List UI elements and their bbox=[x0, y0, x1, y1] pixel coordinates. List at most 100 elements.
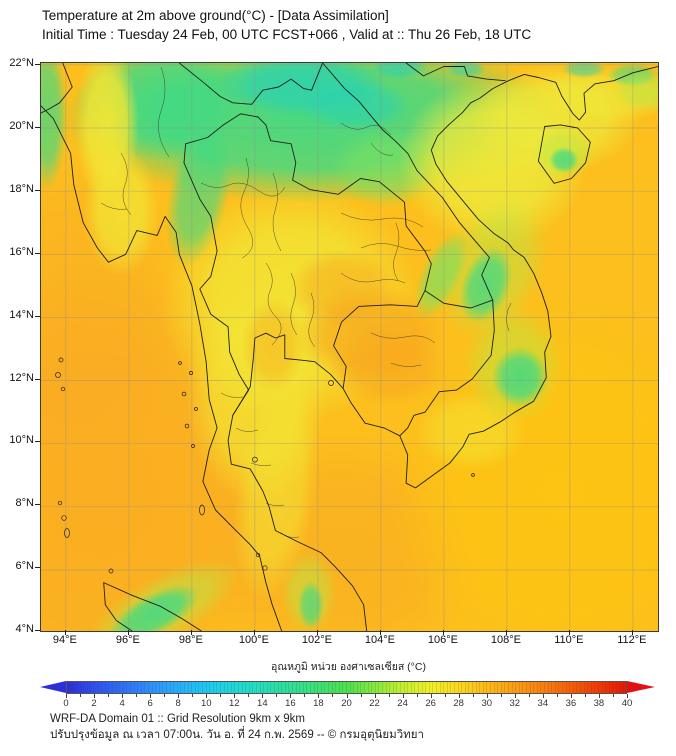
lon-tick-mark bbox=[190, 630, 192, 635]
colorbar-tick-mark bbox=[416, 694, 418, 697]
golden-triangle-border bbox=[183, 113, 259, 164]
colorbar-tick-mark bbox=[360, 694, 362, 697]
colorbar-tick-mark bbox=[627, 694, 628, 698]
lat-tick-label: 10°N bbox=[9, 434, 34, 447]
colorbar-tick-label: 20 bbox=[341, 698, 352, 709]
colorbar-tick-label: 18 bbox=[313, 698, 324, 709]
lon-tick-mark bbox=[631, 630, 633, 635]
china-vietnam-border bbox=[405, 63, 506, 82]
graticule-grid bbox=[41, 63, 658, 631]
lat-tick-label: 8°N bbox=[15, 497, 34, 510]
colorbar-tick-mark bbox=[262, 694, 264, 698]
colorbar-tick-label: 36 bbox=[565, 698, 577, 709]
lat-tick-label: 20°N bbox=[9, 119, 34, 132]
lat-tick-label: 6°N bbox=[15, 560, 34, 573]
lon-tick-label: 96°E bbox=[115, 634, 140, 646]
lat-tick-mark bbox=[35, 315, 40, 317]
footer-domain-info: WRF-DA Domain 01 :: Grid Resolution 9km … bbox=[50, 713, 305, 725]
lat-tick-mark bbox=[35, 64, 40, 65]
lon-tick-mark bbox=[568, 630, 570, 635]
colorbar-tick-mark bbox=[374, 694, 376, 698]
colorbar-tick-label: 4 bbox=[119, 698, 125, 709]
lon-tick-label: 110°E bbox=[554, 634, 584, 646]
thailand-laos-border bbox=[257, 116, 432, 292]
colorbar-tick-mark bbox=[290, 694, 292, 698]
lon-tick-mark bbox=[316, 630, 318, 635]
page-title: Temperature at 2m above ground(°C) - [Da… bbox=[42, 8, 389, 23]
lon-tick-label: 102°E bbox=[301, 634, 332, 646]
myanmar-india-border bbox=[41, 63, 73, 114]
colorbar-tick-label: 26 bbox=[425, 698, 436, 709]
lat-tick-label: 18°N bbox=[9, 182, 34, 195]
colorbar-tick-mark bbox=[178, 694, 180, 698]
temperature-map-canvas bbox=[40, 62, 659, 632]
lat-tick-mark bbox=[35, 504, 40, 506]
colorbar-tick-mark bbox=[122, 694, 124, 698]
lon-tick-label: 108°E bbox=[490, 634, 521, 646]
colorbar-tick-label: 30 bbox=[481, 698, 493, 709]
lon-tick-mark bbox=[253, 630, 255, 635]
small-islands bbox=[55, 357, 475, 574]
colorbar-tick-label: 22 bbox=[369, 698, 380, 709]
colorbar-tick-label: 24 bbox=[397, 698, 408, 709]
laos-cambodia-border bbox=[424, 290, 494, 309]
colorbar-tick-label: 12 bbox=[229, 698, 240, 709]
lat-tick-mark bbox=[35, 441, 40, 443]
colorbar-tick-label: 32 bbox=[509, 698, 521, 709]
colorbar-tick-label: 6 bbox=[147, 698, 153, 709]
colorbar-cell-lines bbox=[66, 681, 627, 694]
colorbar-tick-label: 38 bbox=[593, 698, 605, 709]
colorbar-tick-mark bbox=[346, 694, 348, 698]
colorbar-tick-mark bbox=[150, 694, 152, 698]
vietnam-cambodia-border bbox=[399, 299, 495, 437]
colorbar-tick-mark bbox=[612, 694, 614, 697]
footer-block: WRF-DA Domain 01 :: Grid Resolution 9km … bbox=[50, 711, 424, 743]
colorbar-tick-mark bbox=[192, 694, 194, 697]
page-subtitle: Initial Time : Tuesday 24 Feb, 00 UTC FC… bbox=[42, 27, 532, 42]
temperature-field-svg bbox=[41, 63, 658, 631]
lon-tick-mark bbox=[127, 630, 129, 635]
colorbar-right-arrow bbox=[627, 681, 655, 693]
colorbar-gradient bbox=[66, 681, 627, 694]
colorbar-tick-label: 0 bbox=[63, 698, 69, 709]
lat-tick-label: 4°N bbox=[15, 623, 34, 636]
lat-tick-label: 16°N bbox=[9, 245, 34, 258]
lon-tick-label: 106°E bbox=[427, 634, 458, 646]
colorbar-tick-mark bbox=[332, 694, 334, 697]
thailand-cambodia-border bbox=[333, 290, 426, 389]
colorbar-left-arrow bbox=[40, 681, 66, 693]
colorbar-tick-mark bbox=[472, 694, 474, 697]
colorbar-tick-mark bbox=[234, 694, 236, 698]
lon-tick-mark bbox=[379, 630, 381, 635]
colorbar-tick-label: 10 bbox=[200, 698, 212, 709]
colorbar-tick-mark bbox=[248, 694, 250, 697]
lon-tick-label: 112°E bbox=[617, 634, 647, 646]
colorbar-tick-mark bbox=[304, 694, 306, 697]
colorbar-tick-label: 34 bbox=[537, 698, 549, 709]
colorbar-tick-mark bbox=[388, 694, 390, 697]
colorbar-tick-label: 16 bbox=[285, 698, 296, 709]
lat-tick-mark bbox=[35, 630, 40, 632]
lat-tick-mark bbox=[35, 189, 40, 191]
lat-tick-label: 22°N bbox=[9, 57, 34, 69]
colorbar-tick-label: 2 bbox=[91, 698, 97, 709]
lon-tick-mark bbox=[64, 630, 66, 635]
lon-tick-mark bbox=[505, 630, 507, 635]
temperature-blobs bbox=[41, 63, 658, 631]
colorbar-tick-mark bbox=[206, 694, 208, 698]
colorbar-tick-mark bbox=[164, 694, 166, 697]
colorbar-tick-label: 40 bbox=[621, 698, 633, 709]
coastline-borders bbox=[41, 63, 658, 631]
colorbar-tick-mark bbox=[220, 694, 222, 697]
colorbar-tick-mark bbox=[318, 694, 320, 698]
colorbar-tick-label: 14 bbox=[257, 698, 268, 709]
colorbar-tick-label: 8 bbox=[175, 698, 181, 709]
colorbar-tick-mark bbox=[276, 694, 278, 697]
thailand-myanmar-border bbox=[183, 162, 250, 416]
colorbar-tick-mark bbox=[514, 694, 516, 698]
colorbar-tick-mark bbox=[136, 694, 138, 697]
colorbar-tick-mark bbox=[430, 694, 432, 698]
colorbar-tick-mark bbox=[500, 694, 502, 697]
colorbar-tick-mark bbox=[528, 694, 530, 697]
